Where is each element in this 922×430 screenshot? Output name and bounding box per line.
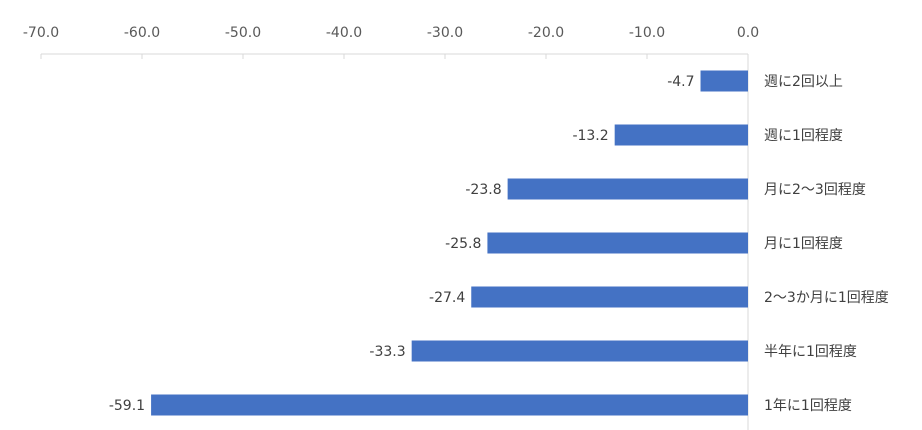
- x-tick-label: -70.0: [23, 25, 59, 41]
- x-tick-label: -60.0: [124, 25, 160, 41]
- x-tick-label: -50.0: [225, 25, 261, 41]
- bars: [151, 70, 749, 416]
- category-label: 週に2回以上: [764, 74, 843, 90]
- x-axis: -70.0 -60.0 -50.0 -40.0 -30.0 -20.0 -10.0 0.0: [23, 25, 759, 430]
- data-label: -27.4: [429, 290, 465, 306]
- x-tick-label: -10.0: [629, 25, 665, 41]
- data-label: -59.1: [109, 398, 145, 414]
- category-label: 月に2～3回程度: [764, 182, 866, 198]
- data-label: -4.7: [667, 74, 694, 90]
- data-labels: -4.7 -13.2 -23.8 -25.8 -27.4 -33.3 -59.1: [109, 74, 695, 414]
- x-tick-label: -20.0: [528, 25, 564, 41]
- bar: [507, 178, 748, 200]
- data-label: -23.8: [465, 182, 501, 198]
- x-tick-label: -40.0: [326, 25, 362, 41]
- x-tick-label: -30.0: [427, 25, 463, 41]
- data-label: -25.8: [445, 236, 481, 252]
- bar: [487, 232, 748, 254]
- bar: [471, 286, 748, 308]
- x-tick-label: 0.0: [737, 25, 759, 41]
- category-label: 1年に1回程度: [764, 398, 852, 414]
- category-label: 半年に1回程度: [764, 344, 857, 360]
- bar: [411, 340, 748, 362]
- data-label: -13.2: [572, 128, 608, 144]
- bar: [614, 124, 748, 146]
- category-label: 月に1回程度: [764, 236, 843, 252]
- data-label: -33.3: [369, 344, 405, 360]
- category-label: 2～3か月に1回程度: [764, 290, 889, 306]
- bar: [700, 70, 748, 92]
- bar: [151, 394, 749, 416]
- category-label: 週に1回程度: [764, 128, 843, 144]
